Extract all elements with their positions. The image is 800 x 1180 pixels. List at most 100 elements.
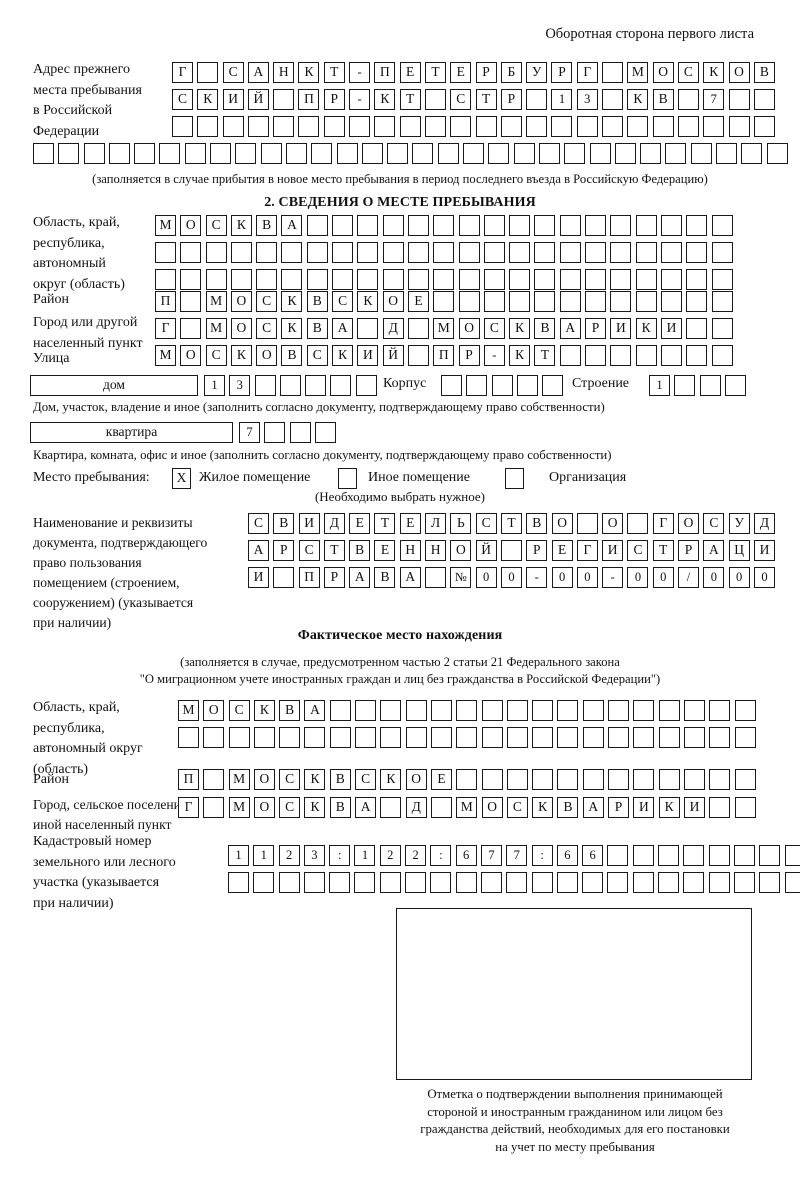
section2-region-r1-cell-1[interactable]: М (155, 215, 176, 236)
prev-address-r2-cell-13[interactable]: Т (475, 89, 497, 110)
section2-district-cell-20[interactable] (635, 291, 657, 312)
prev-address-r4-cell-12[interactable] (311, 143, 333, 164)
cadastral-r1-cell-5[interactable]: : (329, 845, 351, 866)
section2-district-cell-16[interactable] (534, 291, 556, 312)
prev-address-r3-cell-8[interactable] (349, 116, 371, 137)
section2-city-cell-13[interactable]: О (458, 318, 480, 339)
section2-city-cell-5[interactable]: С (256, 318, 278, 339)
document-r3-cell-20[interactable]: 0 (728, 567, 750, 588)
section3-district-cell-21[interactable] (683, 769, 705, 790)
section2-region-row-2[interactable] (155, 242, 733, 263)
prev-address-r4-cell-22[interactable] (564, 143, 586, 164)
section3-region-r2-cell-6[interactable] (304, 727, 326, 748)
section2-region-r2-cell-19[interactable] (610, 242, 632, 263)
section3-region-r2-cell-8[interactable] (355, 727, 377, 748)
prev-address-r2-cell-9[interactable]: К (374, 89, 396, 110)
section3-region-r1-cell-10[interactable] (405, 700, 427, 721)
cadastral-r1-cell-20[interactable] (708, 845, 730, 866)
section3-district-cell-14[interactable] (506, 769, 528, 790)
cadastral-r1-cell-3[interactable]: 2 (278, 845, 300, 866)
cadastral-r1-cell-2[interactable]: 1 (253, 845, 275, 866)
prev-address-r1-cell-4[interactable]: А (247, 62, 269, 83)
section3-city-cell-19[interactable]: И (633, 797, 655, 818)
cadastral-r1-cell-18[interactable] (658, 845, 680, 866)
prev-address-r3-cell-7[interactable] (323, 116, 345, 137)
document-r2-cell-11[interactable] (500, 540, 522, 561)
cadastral-r2-cell-20[interactable] (708, 872, 730, 893)
section2-region-r1-cell-21[interactable] (660, 215, 682, 236)
document-r1-cell-14[interactable] (576, 513, 598, 534)
document-r1-cell-6[interactable]: Т (374, 513, 396, 534)
section3-region-r2-cell-13[interactable] (481, 727, 503, 748)
section3-region-r1-cell-7[interactable] (329, 700, 351, 721)
section2-region-r3-cell-10[interactable] (382, 269, 404, 290)
prev-address-r3-cell-13[interactable] (475, 116, 497, 137)
section2-region-r2-cell-16[interactable] (534, 242, 556, 263)
section3-city-cell-10[interactable]: Д (405, 797, 427, 818)
section3-city-cell-1[interactable]: Г (178, 797, 199, 818)
cadastral-row-2[interactable] (228, 872, 800, 893)
prev-address-r1-cell-8[interactable]: - (349, 62, 371, 83)
section3-region-r1-cell-2[interactable]: О (203, 700, 225, 721)
section3-city-cell-6[interactable]: К (304, 797, 326, 818)
section3-district-cell-23[interactable] (734, 769, 756, 790)
section2-city-cell-8[interactable]: А (332, 318, 354, 339)
section2-district-cell-12[interactable] (433, 291, 455, 312)
section3-city-cell-7[interactable]: В (329, 797, 351, 818)
prev-address-r2-cell-19[interactable]: К (627, 89, 649, 110)
korpus-cell-3[interactable] (491, 375, 513, 396)
prev-address-r2-cell-12[interactable]: С (450, 89, 472, 110)
section3-city-cell-23[interactable] (734, 797, 756, 818)
prev-address-r4-cell-20[interactable] (513, 143, 535, 164)
section2-city-cell-2[interactable] (180, 318, 202, 339)
section3-city-cell-2[interactable] (203, 797, 225, 818)
section2-region-r3-cell-14[interactable] (483, 269, 505, 290)
korpus-cell-4[interactable] (516, 375, 538, 396)
section2-district-cell-1[interactable]: П (155, 291, 176, 312)
section3-region-r2-cell-2[interactable] (203, 727, 225, 748)
prev-address-r4-cell-25[interactable] (640, 143, 662, 164)
prev-address-r3-cell-21[interactable] (677, 116, 699, 137)
document-r2-cell-9[interactable]: О (450, 540, 472, 561)
cadastral-r1-cell-23[interactable] (784, 845, 800, 866)
document-r3-cell-16[interactable]: 0 (627, 567, 649, 588)
document-r1-cell-8[interactable]: Л (425, 513, 447, 534)
prev-address-r4-cell-15[interactable] (387, 143, 409, 164)
document-r2-cell-18[interactable]: Р (678, 540, 700, 561)
prev-address-r2-cell-21[interactable] (677, 89, 699, 110)
section3-city-cell-5[interactable]: С (279, 797, 301, 818)
prev-address-r2-cell-17[interactable]: 3 (576, 89, 598, 110)
house-cell-6[interactable] (330, 375, 352, 396)
section2-city-cell-16[interactable]: В (534, 318, 556, 339)
section3-district-cell-6[interactable]: К (304, 769, 326, 790)
section2-street-cell-2[interactable]: О (180, 345, 202, 366)
section3-region-r1-cell-23[interactable] (734, 700, 756, 721)
section2-region-r3-cell-8[interactable] (332, 269, 354, 290)
stroenie-cell-4[interactable] (724, 375, 746, 396)
section2-city-cell-4[interactable]: О (230, 318, 252, 339)
section3-district-cell-2[interactable] (203, 769, 225, 790)
prev-address-r2-cell-3[interactable]: И (222, 89, 244, 110)
korpus-cell-5[interactable] (542, 375, 564, 396)
prev-address-r3-cell-4[interactable] (247, 116, 269, 137)
cadastral-r2-cell-23[interactable] (784, 872, 800, 893)
document-r2-cell-2[interactable]: Р (273, 540, 295, 561)
prev-address-r4-cell-23[interactable] (589, 143, 611, 164)
cadastral-r2-cell-9[interactable] (430, 872, 452, 893)
section3-region-r1-cell-11[interactable] (430, 700, 452, 721)
document-r1-cell-17[interactable]: Г (652, 513, 674, 534)
cadastral-r2-cell-21[interactable] (733, 872, 755, 893)
section2-region-r3-cell-9[interactable] (357, 269, 379, 290)
section2-street-cell-23[interactable] (711, 345, 733, 366)
prev-address-r4-cell-1[interactable] (33, 143, 54, 164)
section2-district-cell-11[interactable]: Е (407, 291, 429, 312)
section3-city-cell-12[interactable]: М (456, 797, 478, 818)
section3-city-cell-4[interactable]: О (253, 797, 275, 818)
cadastral-r1-cell-9[interactable]: : (430, 845, 452, 866)
section2-region-r1-cell-22[interactable] (686, 215, 708, 236)
